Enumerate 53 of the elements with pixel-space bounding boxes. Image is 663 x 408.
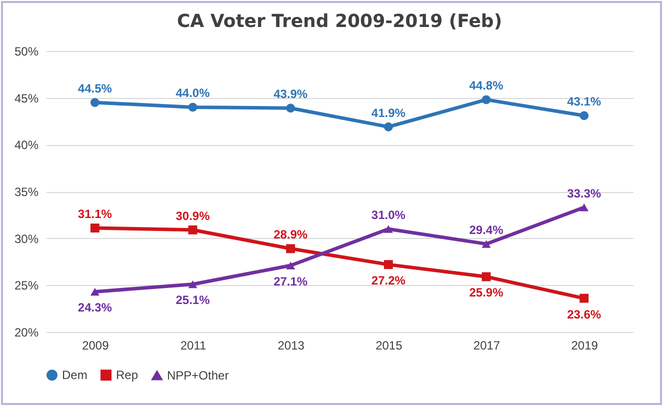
data-label: 23.6% — [567, 307, 602, 322]
data-label: 31.0% — [371, 208, 406, 222]
point — [580, 294, 589, 303]
point — [188, 280, 198, 288]
point — [90, 224, 100, 232]
y-tick-label: 40% — [14, 138, 39, 152]
chart-title: CA Voter Trend 2009-2019 (Feb) — [176, 11, 502, 32]
y-tick-label: 25% — [14, 278, 39, 293]
data-label: 29.4% — [469, 222, 504, 237]
y-tick-label: 45% — [14, 91, 39, 106]
data-label: 25.9% — [469, 286, 504, 300]
data-label: 33.3% — [567, 186, 602, 200]
data-label: 27.2% — [371, 274, 406, 288]
y-tick-label: 30% — [14, 232, 39, 246]
data-label: 30.9% — [176, 208, 210, 223]
point — [384, 225, 393, 233]
point — [286, 262, 296, 270]
point — [384, 122, 393, 132]
point — [482, 240, 491, 248]
point — [286, 104, 296, 113]
x-tick-label: 2011 — [180, 338, 206, 352]
legend-label: Dem — [62, 368, 88, 382]
x-tick-label: 2017 — [473, 338, 500, 352]
point — [580, 111, 589, 120]
x-tick-label: 2013 — [278, 338, 305, 352]
point — [482, 95, 491, 104]
point — [188, 102, 198, 112]
y-tick-label: 20% — [14, 326, 39, 340]
point — [188, 225, 198, 234]
x-tick-label: 2019 — [571, 338, 598, 352]
point — [384, 260, 393, 270]
point — [90, 98, 100, 107]
x-tick-label: 2015 — [376, 338, 403, 352]
x-tick-label: 2009 — [82, 338, 110, 352]
point — [580, 204, 589, 212]
data-label: 43.9% — [274, 87, 308, 102]
data-label: 41.9% — [371, 106, 406, 120]
data-label: 28.9% — [274, 228, 308, 242]
point — [482, 272, 491, 282]
data-label: 43.1% — [567, 94, 602, 109]
point — [90, 288, 100, 296]
data-label: 44.5% — [78, 82, 112, 96]
y-tick-label: 35% — [14, 185, 39, 199]
data-label: 24.3% — [78, 300, 112, 315]
y-tick-label: 50% — [14, 44, 39, 58]
point — [286, 244, 296, 254]
legend-label: Rep — [116, 368, 138, 382]
data-label: 27.1% — [274, 274, 308, 288]
data-label: 44.0% — [176, 86, 210, 100]
legend-label: NPP+Other — [167, 368, 229, 382]
data-label: 44.8% — [469, 78, 504, 93]
data-label: 25.1% — [176, 293, 210, 308]
data-label: 31.1% — [78, 207, 112, 222]
